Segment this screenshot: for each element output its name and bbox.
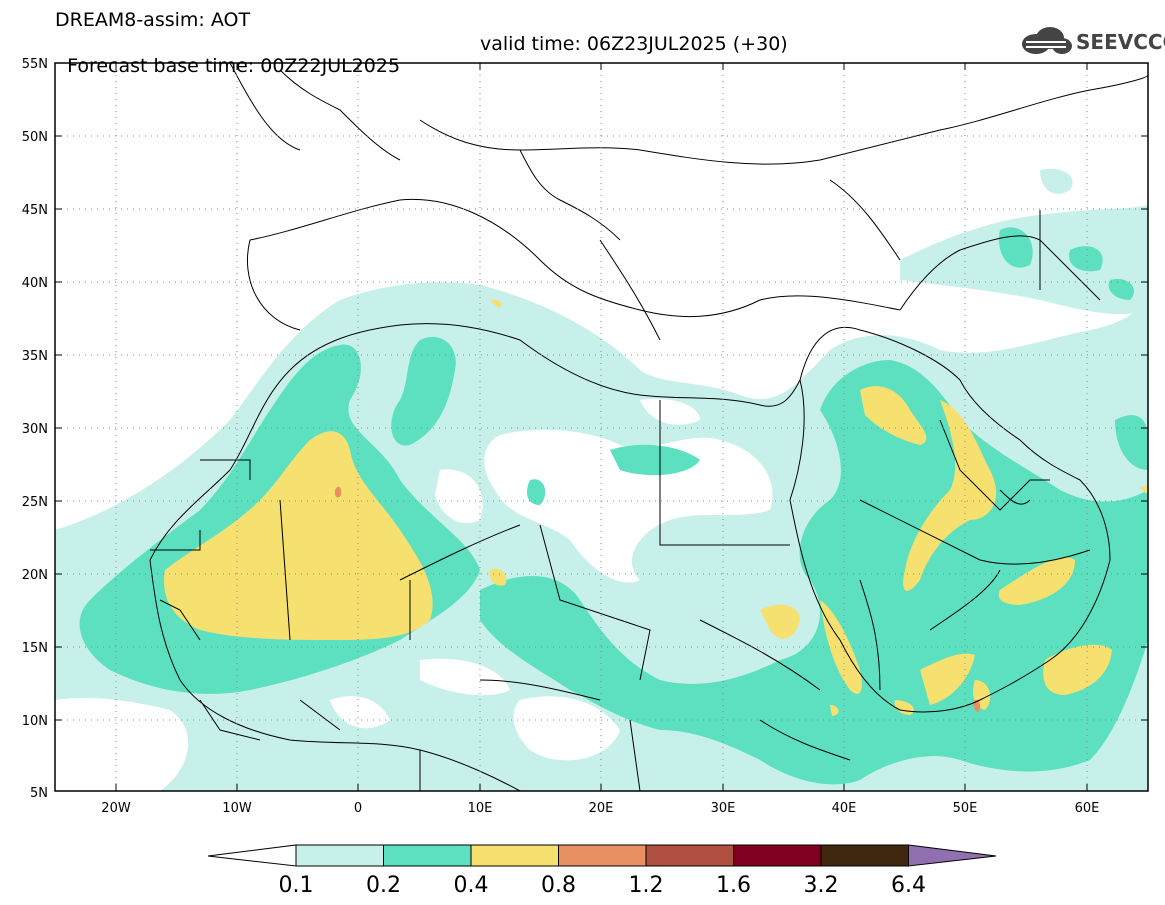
lon-label: 20E [589,801,614,816]
forecast-base-time: Forecast base time: 00Z22JUL2025 [67,55,401,77]
colorbar-swatch [558,844,647,867]
colorbar-label: 6.4 [891,873,926,898]
colorbar-label: 1.6 [716,873,751,898]
lat-label: 55N [22,57,48,72]
lat-label: 35N [22,349,48,364]
lat-axis: 55N 50N 45N 40N 35N 30N 25N 20N 15N 10N … [22,57,48,801]
aot-field [55,168,1148,791]
lon-label: 10W [222,801,252,816]
colorbar-swatch [383,844,472,867]
seevccc-logo: SEEVCCC [1018,22,1165,62]
colorbar-swatch [645,844,734,867]
lat-label: 5N [30,786,48,801]
colorbar-label: 0.1 [279,873,314,898]
colorbar-swatch [295,844,384,867]
lon-axis: 20W 10W 0 10E 20E 30E 40E 50E 60E [101,801,1099,816]
lat-label: 50N [22,130,48,145]
valid-time: valid time: 06Z23JUL2025 (+30) [480,33,788,55]
lon-label: 40E [832,801,857,816]
axis-ticks [55,63,1148,791]
lon-label: 60E [1075,801,1100,816]
colorbar-label: 0.4 [454,873,489,898]
colorbar-labels: 0.1 0.2 0.4 0.8 1.2 1.6 3.2 6.4 [279,873,927,898]
logo-text: SEEVCCC [1076,30,1165,54]
lat-label: 45N [22,203,48,218]
lon-label: 30E [711,801,736,816]
lat-label: 30N [22,422,48,437]
lat-label: 20N [22,568,48,583]
colorbar [207,844,997,867]
cloud-logo-icon [1022,27,1072,54]
colorbar-label: 1.2 [629,873,664,898]
aot-level-0-4 [164,299,1148,716]
colorbar-low-arrow [207,844,297,867]
aot-holes [55,398,773,791]
colorbar-label: 0.8 [541,873,576,898]
lat-label: 40N [22,276,48,291]
colorbar-swatch [733,844,822,867]
lon-label: 10E [468,801,493,816]
lat-label: 25N [22,495,48,510]
country-borders [149,63,1148,791]
colorbar-label: 3.2 [804,873,839,898]
lon-label: 50E [953,801,978,816]
colorbar-swatch [820,844,909,867]
lon-label: 20W [101,801,131,816]
lon-label: 0 [354,801,362,816]
colorbar-swatch [470,844,559,867]
lat-label: 10N [22,714,48,729]
graticule [55,63,1148,791]
colorbar-label: 0.2 [366,873,401,898]
lat-label: 15N [22,641,48,656]
colorbar-high-arrow [908,844,997,867]
map-title: DREAM8-assim: AOT [55,9,251,31]
